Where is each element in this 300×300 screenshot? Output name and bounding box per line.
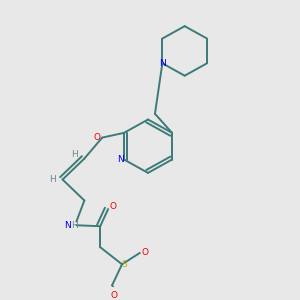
Text: H: H bbox=[71, 221, 78, 230]
Text: O: O bbox=[111, 291, 118, 300]
Text: O: O bbox=[141, 248, 148, 257]
Text: H: H bbox=[71, 150, 78, 159]
Text: N: N bbox=[64, 221, 71, 230]
Text: O: O bbox=[110, 202, 117, 211]
Text: N: N bbox=[117, 155, 123, 164]
Text: O: O bbox=[94, 133, 101, 142]
Text: S: S bbox=[121, 260, 127, 269]
Text: N: N bbox=[159, 59, 166, 68]
Text: H: H bbox=[49, 175, 56, 184]
